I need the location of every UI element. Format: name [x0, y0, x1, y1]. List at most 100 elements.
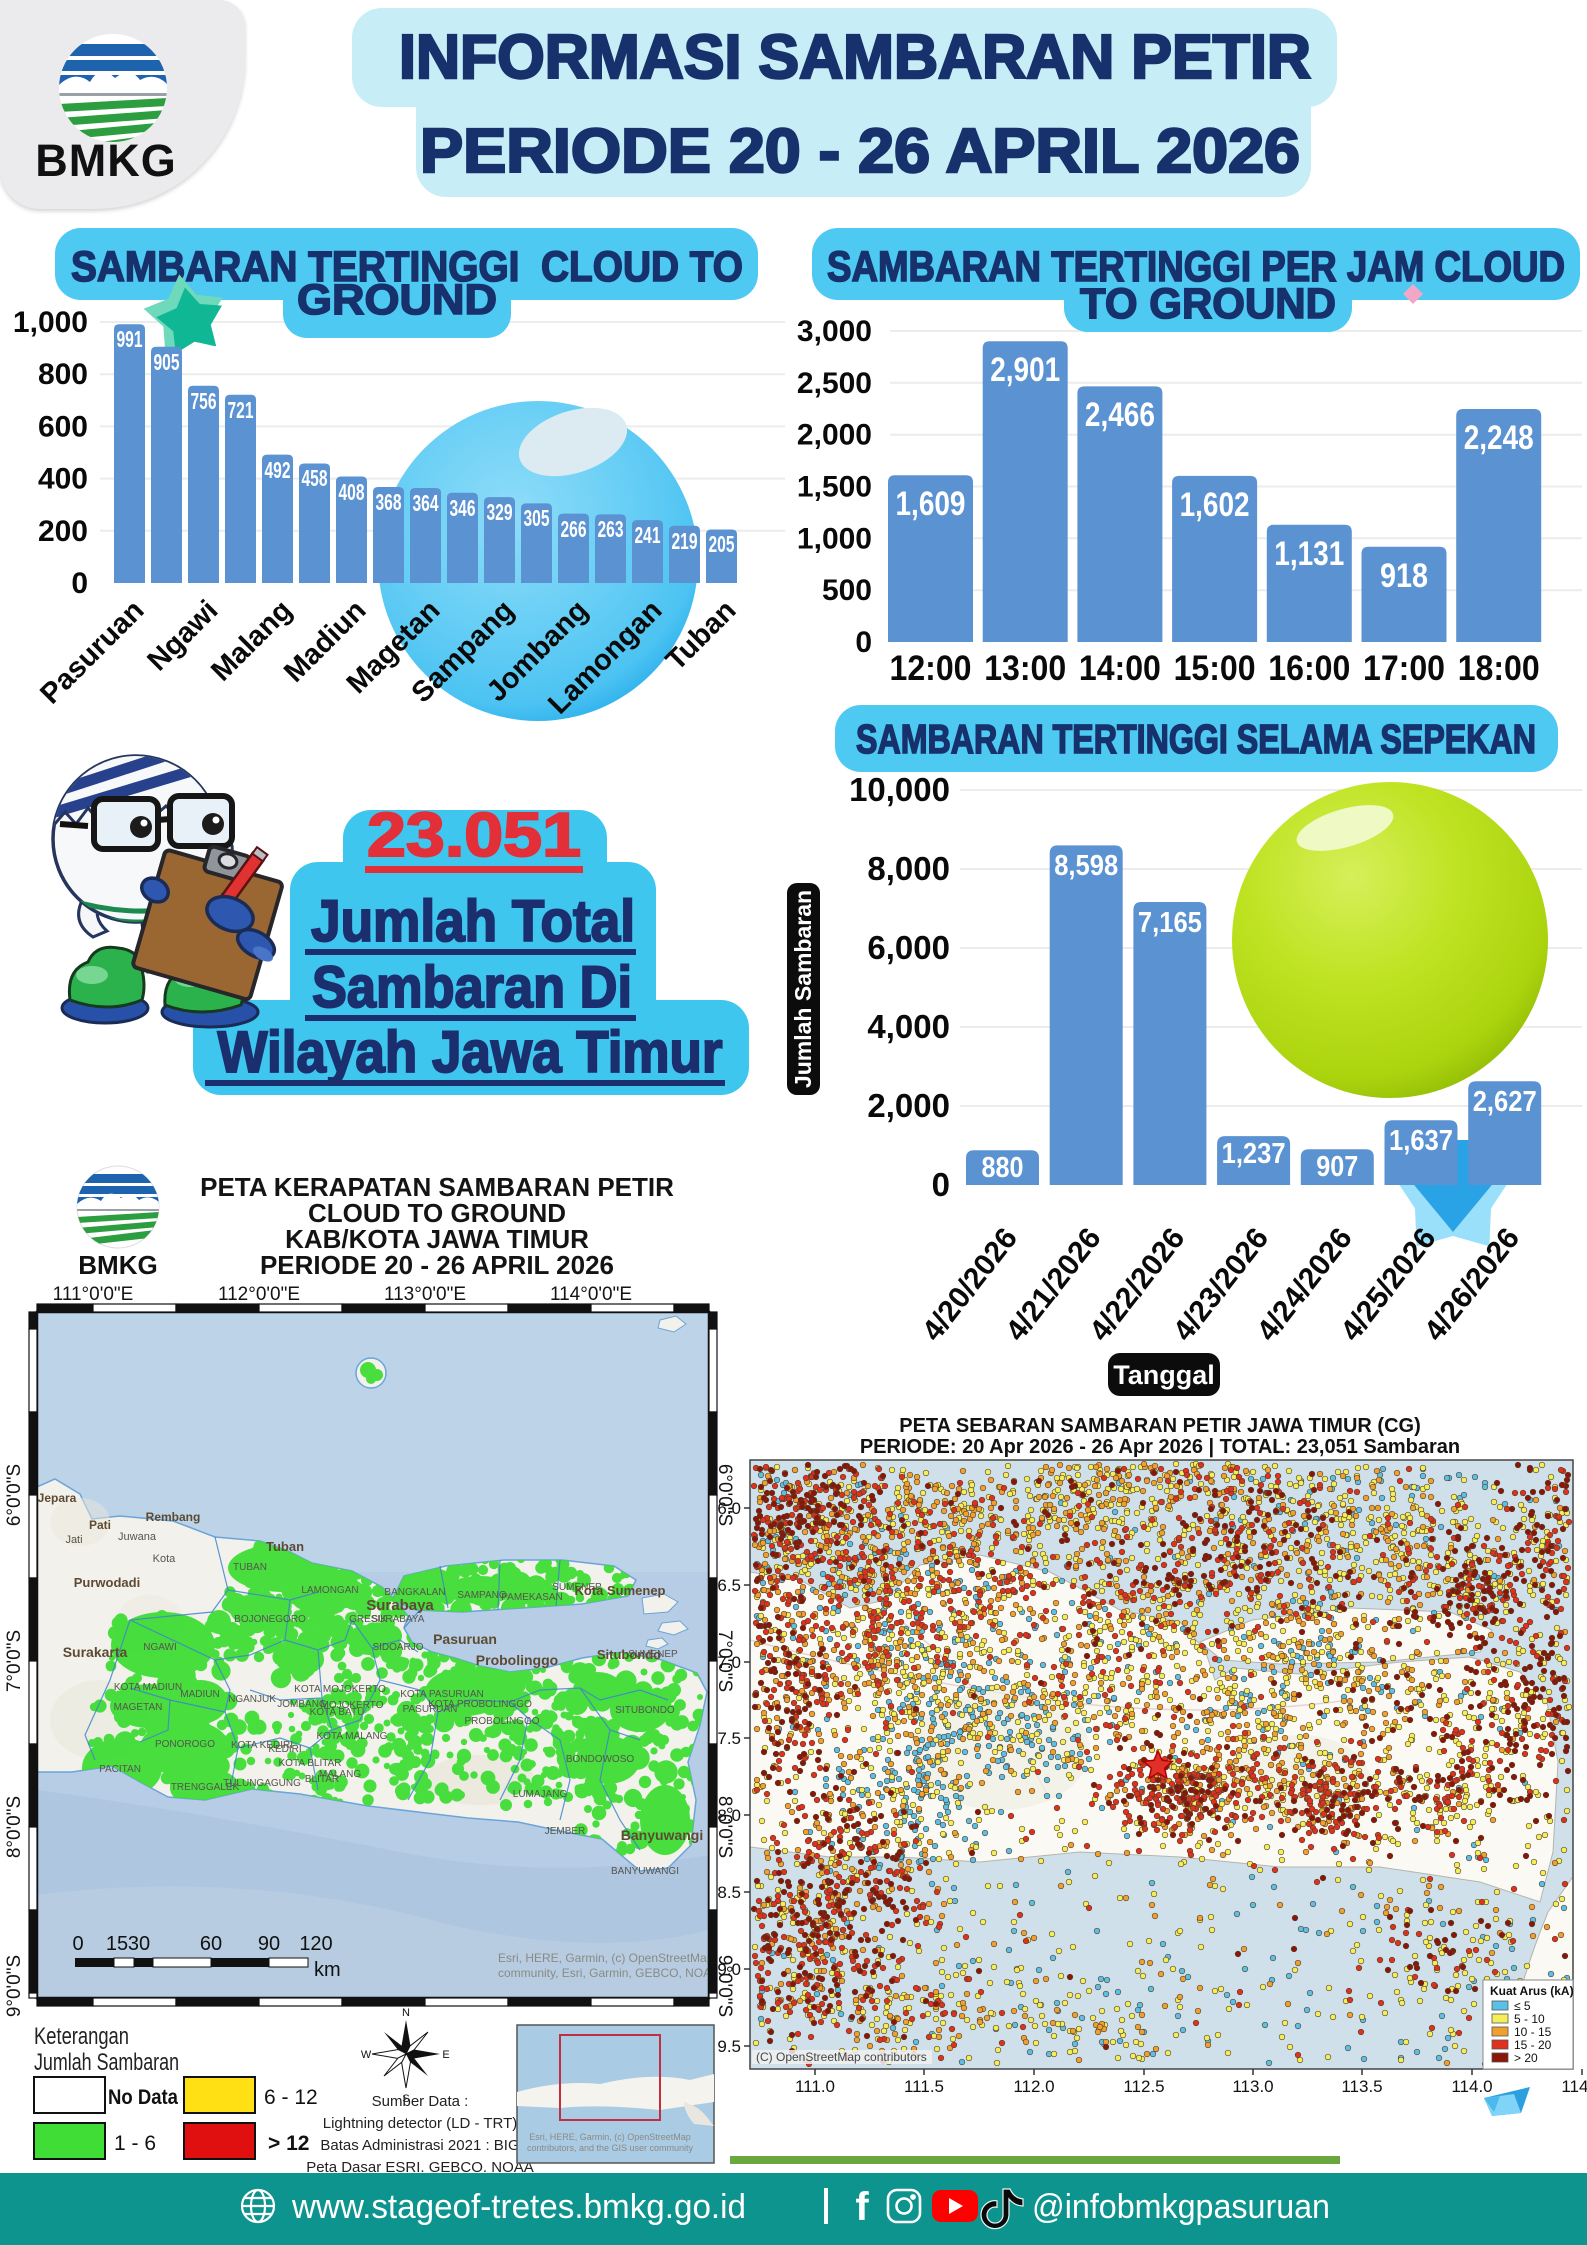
svg-text:No Data: No Data	[108, 2086, 178, 2109]
svg-text:KEDIRI: KEDIRI	[268, 1744, 301, 1755]
svg-text:BONDOWOSO: BONDOWOSO	[566, 1754, 635, 1765]
svg-text:CLOUD TO GROUND: CLOUD TO GROUND	[308, 1198, 566, 1228]
svg-text:991: 991	[117, 326, 143, 352]
svg-text:LAMONGAN: LAMONGAN	[301, 1585, 358, 1596]
svg-text:9°0'0"S: 9°0'0"S	[714, 1955, 735, 2017]
svg-text:7°0'0"S: 7°0'0"S	[4, 1630, 25, 1692]
svg-text:112°0'0"E: 112°0'0"E	[218, 1284, 300, 1305]
svg-text:SAMBARAN TERTINGGI PER JAM CLO: SAMBARAN TERTINGGI PER JAM CLOUD	[827, 243, 1565, 291]
svg-text:> 12: > 12	[268, 2132, 309, 2155]
svg-text:305: 305	[524, 505, 550, 531]
svg-text:LUMAJANG: LUMAJANG	[513, 1789, 568, 1800]
svg-text:907: 907	[1316, 1151, 1358, 1183]
svg-text:Kota: Kota	[153, 1553, 177, 1565]
svg-text:KOTA BLITAR: KOTA BLITAR	[279, 1758, 342, 1769]
svg-text:8°0'0"S: 8°0'0"S	[714, 1796, 735, 1858]
svg-text:PACITAN: PACITAN	[99, 1764, 141, 1775]
svg-text:PAMEKASAN: PAMEKASAN	[501, 1592, 563, 1603]
svg-text:800: 800	[38, 358, 88, 391]
svg-text:8,000: 8,000	[867, 850, 950, 887]
svg-text:2,000: 2,000	[867, 1087, 950, 1124]
svg-text:Sambaran Di: Sambaran Di	[312, 955, 632, 1020]
svg-text:600: 600	[38, 410, 88, 443]
svg-text:2,627: 2,627	[1473, 1086, 1537, 1118]
svg-text:756: 756	[191, 388, 217, 414]
svg-text:BANGKALAN: BANGKALAN	[384, 1587, 445, 1598]
svg-text:7°0'0"S: 7°0'0"S	[714, 1630, 735, 1692]
svg-text:7,165: 7,165	[1138, 907, 1202, 939]
svg-text:1,000: 1,000	[797, 522, 872, 555]
svg-text:MADIUN: MADIUN	[180, 1689, 219, 1700]
svg-text:contributors, and the GIS user: contributors, and the GIS user community	[527, 2143, 694, 2153]
svg-text:2,000: 2,000	[797, 419, 872, 452]
svg-text:408: 408	[339, 479, 365, 505]
svg-text:400: 400	[38, 463, 88, 496]
svg-text:S: S	[402, 2093, 409, 2105]
svg-text:community, Esri, Garmin, GEBCO: community, Esri, Garmin, GEBCO, NOAA NGD…	[498, 1966, 770, 1980]
svg-text:0: 0	[855, 626, 872, 659]
svg-text:E: E	[442, 2049, 449, 2061]
svg-text:Peta Dasar ESRI, GEBCO, NOAA: Peta Dasar ESRI, GEBCO, NOAA	[306, 2159, 534, 2172]
svg-text:Esri, HERE, Garmin, (c) OpenSt: Esri, HERE, Garmin, (c) OpenStreetMap co…	[498, 1951, 770, 1965]
svg-text:1,609: 1,609	[896, 485, 966, 523]
svg-text:PERIODE 20 - 26 APRIL 2026: PERIODE 20 - 26 APRIL 2026	[420, 117, 1300, 186]
svg-text:Juwana: Juwana	[118, 1531, 157, 1543]
svg-text:BANYUWANGI: BANYUWANGI	[611, 1866, 679, 1877]
svg-text:200: 200	[38, 515, 88, 548]
svg-text:SAMPANG: SAMPANG	[457, 1590, 506, 1601]
svg-text:NGAWI: NGAWI	[143, 1642, 177, 1653]
svg-text:PERIODE: 20 Apr 2026 - 26 Apr: PERIODE: 20 Apr 2026 - 26 Apr 2026 | TOT…	[860, 1436, 1460, 1458]
svg-text:Surabaya: Surabaya	[366, 1597, 434, 1614]
svg-text:SURABAYA: SURABAYA	[372, 1614, 425, 1625]
svg-text:Batas Administrasi 2021 : BIG: Batas Administrasi 2021 : BIG	[320, 2137, 519, 2154]
svg-text:Rembang: Rembang	[146, 1510, 201, 1524]
svg-text:Purwodadi: Purwodadi	[74, 1575, 140, 1590]
svg-text:PONOROGO: PONOROGO	[155, 1739, 215, 1750]
svg-text:15:00: 15:00	[1174, 649, 1256, 688]
svg-text:KOTA KEDIRI: KOTA KEDIRI	[231, 1740, 293, 1751]
svg-text:368: 368	[376, 489, 402, 515]
svg-text:17:00: 17:00	[1363, 649, 1445, 688]
svg-text:Tuban: Tuban	[266, 1539, 304, 1554]
svg-text:KAB/KOTA JAWA TIMUR: KAB/KOTA JAWA TIMUR	[285, 1224, 589, 1254]
svg-text:Jepara: Jepara	[38, 1491, 77, 1505]
svg-text:346: 346	[450, 495, 476, 521]
svg-text:N: N	[402, 2007, 410, 2019]
svg-text:8°0'0"S: 8°0'0"S	[4, 1796, 25, 1858]
svg-text:Pati: Pati	[89, 1518, 111, 1532]
svg-text:Jumlah Sambaran: Jumlah Sambaran	[34, 2049, 179, 2076]
svg-text:TUBAN: TUBAN	[233, 1562, 267, 1573]
svg-text:PETA KERAPATAN SAMBARAN PETIR: PETA KERAPATAN SAMBARAN PETIR	[200, 1172, 674, 1202]
svg-text:114°0'0"E: 114°0'0"E	[550, 1284, 632, 1305]
svg-text:18:00: 18:00	[1458, 649, 1540, 688]
svg-text:TULUNGAGUNG: TULUNGAGUNG	[223, 1778, 301, 1789]
svg-text:241: 241	[635, 522, 661, 548]
svg-text:329: 329	[487, 499, 513, 525]
svg-text:SIDOARJO: SIDOARJO	[372, 1642, 423, 1653]
svg-text:BMKG: BMKG	[78, 1250, 157, 1280]
svg-text:23.051: 23.051	[367, 801, 581, 870]
svg-text:KOTA MADIUN: KOTA MADIUN	[114, 1682, 182, 1693]
svg-text:6°0'0"S: 6°0'0"S	[4, 1464, 25, 1526]
svg-text:6°0'0"S: 6°0'0"S	[714, 1464, 735, 1526]
svg-text:MALANG: MALANG	[319, 1769, 361, 1780]
svg-text:721: 721	[228, 397, 254, 423]
svg-text:3,000: 3,000	[797, 315, 872, 348]
svg-text:2,901: 2,901	[990, 351, 1060, 389]
svg-text:Wilayah Jawa Timur: Wilayah Jawa Timur	[218, 1020, 723, 1085]
svg-text:KOTA MALANG: KOTA MALANG	[317, 1731, 388, 1742]
svg-text:GRESIK: GRESIK	[349, 1614, 387, 1625]
svg-text:JOMBANG: JOMBANG	[277, 1699, 327, 1710]
svg-text:km: km	[314, 1959, 341, 1981]
svg-text:111°0'0"E: 111°0'0"E	[53, 1284, 134, 1305]
svg-text:263: 263	[598, 516, 624, 542]
svg-text:12:00: 12:00	[890, 649, 972, 688]
svg-text:PETA SEBARAN SAMBARAN PETIR JA: PETA SEBARAN SAMBARAN PETIR JAWA TIMUR (…	[899, 1415, 1420, 1437]
svg-text:GROUND: GROUND	[297, 276, 497, 324]
svg-text:918: 918	[1380, 557, 1428, 595]
svg-text:13:00: 13:00	[984, 649, 1066, 688]
svg-text:2,466: 2,466	[1085, 396, 1155, 434]
svg-text:15: 15	[106, 1933, 128, 1955]
svg-text:500: 500	[822, 574, 872, 607]
svg-text:KOTA MOJOKERTO: KOTA MOJOKERTO	[294, 1684, 386, 1695]
